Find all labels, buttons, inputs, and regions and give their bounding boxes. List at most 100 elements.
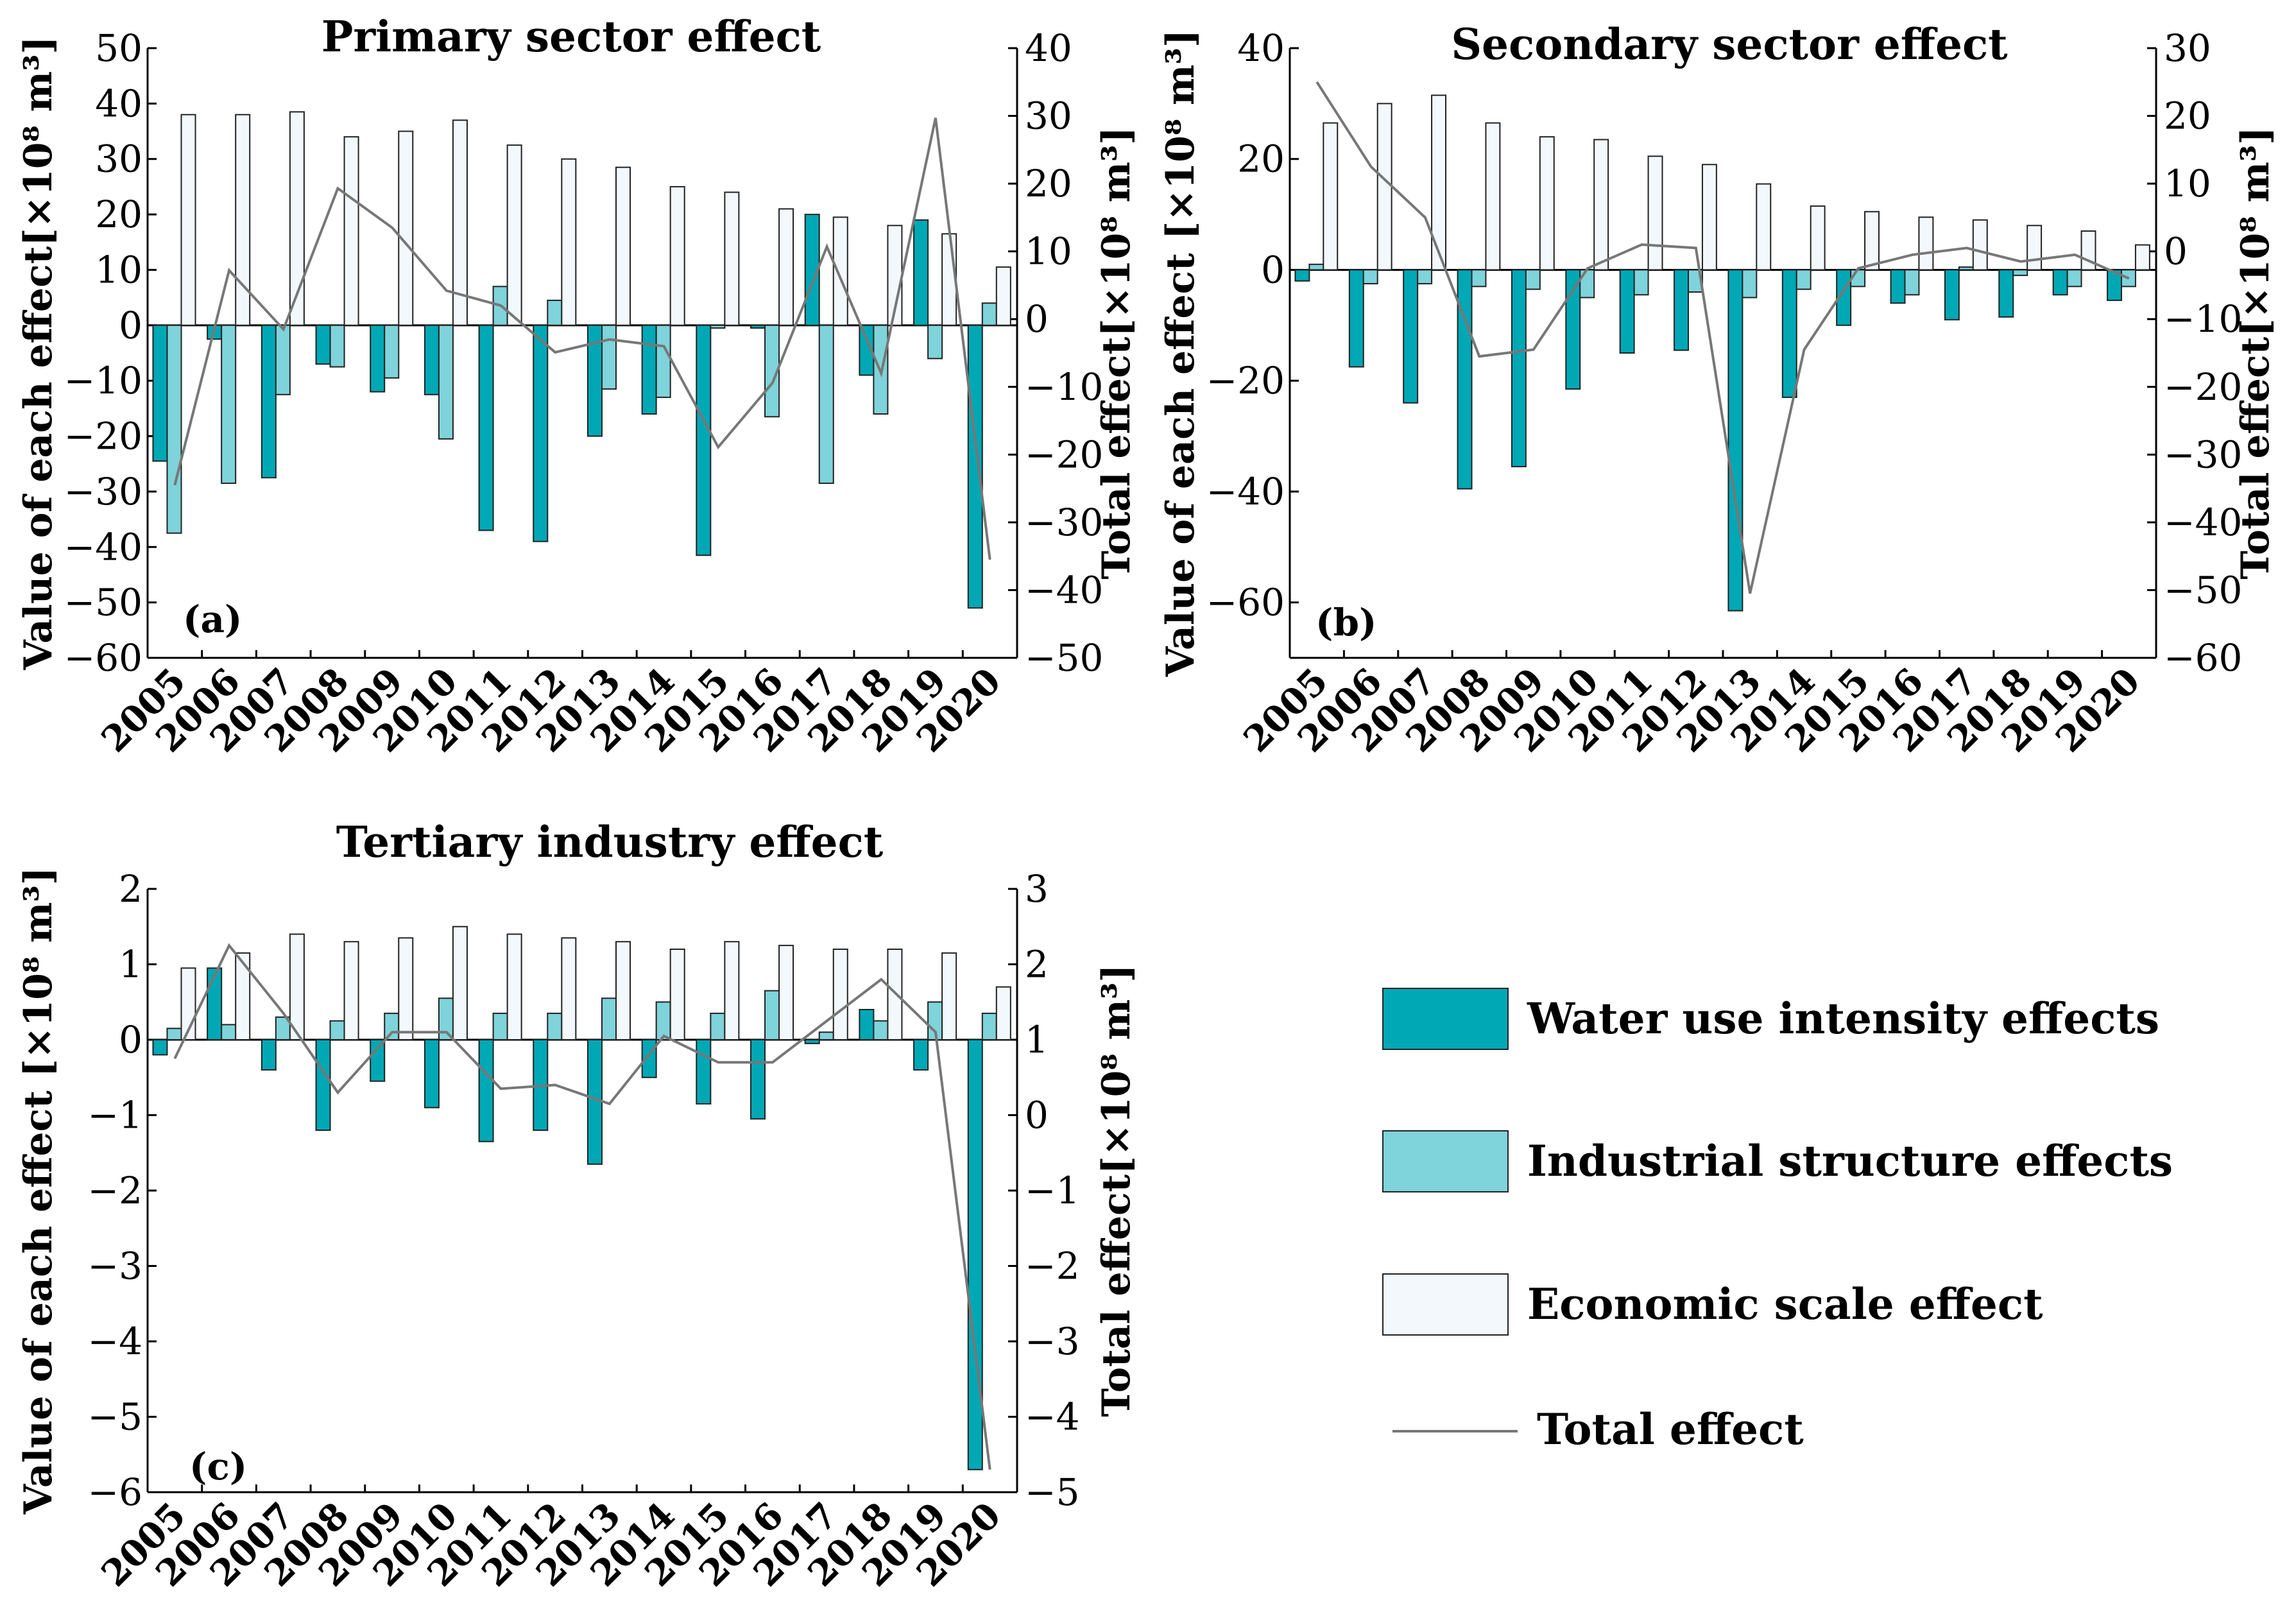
scale-bar [1756, 183, 1772, 271]
y2-axis-title: Total effect[×10⁸ m³] [1094, 126, 1139, 579]
water-bar [1998, 269, 2014, 318]
right-tick-label: 30 [2164, 26, 2211, 70]
scale-bar [1647, 155, 1663, 271]
scale-bar [669, 185, 685, 326]
left-tick-label: −60 [1206, 581, 1285, 624]
right-tick-label: −10 [2164, 297, 2242, 341]
right-tick-label: 40 [1025, 26, 1072, 70]
left-tick-label: 1 [119, 943, 142, 986]
right-tick-label: −40 [1025, 568, 1103, 612]
left-tick-label: 40 [1237, 26, 1285, 70]
right-tick-label: 1 [1025, 1018, 1049, 1062]
structure-bar [2066, 269, 2082, 288]
water-bar [1511, 269, 1527, 468]
left-tick-label: −1 [88, 1094, 143, 1137]
water-bar [533, 324, 549, 542]
water-bar [1565, 269, 1581, 390]
scale-bar [452, 925, 468, 1040]
scale-bar [724, 191, 740, 326]
scale-bar [1376, 103, 1392, 271]
structure-bar [601, 324, 617, 390]
water-bar [696, 324, 712, 556]
structure-bar [818, 324, 834, 484]
scale-bar [180, 114, 196, 326]
scale-bar [452, 119, 468, 326]
scale-bar [832, 216, 848, 326]
structure-bar [1904, 269, 1920, 296]
right-tick-label: 20 [2164, 94, 2211, 138]
left-tick-label: −4 [88, 1320, 143, 1363]
scale-bar [2134, 244, 2150, 271]
left-tick-label: 50 [95, 26, 142, 70]
left-tick-label: −20 [64, 415, 142, 458]
water-bar [913, 219, 929, 326]
scale-bar [1485, 122, 1501, 271]
right-tick-label: −1 [1025, 1169, 1080, 1212]
water-bar [424, 1039, 440, 1108]
water-bar [804, 1039, 820, 1044]
right-tick-label: −2 [1025, 1244, 1080, 1288]
structure-bar [818, 1031, 834, 1040]
water-bar [261, 1039, 277, 1071]
scale-bar [669, 949, 685, 1040]
panel-b: Secondary sector effect (b) −60 −40 −20 0 20 40… [1158, 19, 2278, 761]
right-tick-label: 0 [2164, 230, 2188, 273]
legend-swatch-scale [1382, 1273, 1509, 1336]
legend-label-structure: Industrial structure effects [1527, 1136, 2173, 1186]
right-tick-label: −60 [2164, 636, 2242, 680]
scale-bar [615, 166, 631, 326]
water-bar [967, 324, 983, 609]
structure-bar [981, 1012, 997, 1040]
right-tick-label: 0 [1025, 297, 1049, 341]
panel-label: (b) [1315, 601, 1376, 644]
left-tick-label: −20 [1206, 359, 1285, 402]
water-bar [315, 1039, 331, 1131]
left-tick-label: −60 [64, 636, 142, 680]
left-tick-label: −10 [64, 359, 142, 402]
scale-bar [995, 266, 1011, 326]
structure-bar [275, 324, 291, 395]
water-bar [1619, 269, 1635, 354]
structure-bar [329, 324, 345, 368]
scale-bar [1431, 94, 1446, 271]
water-bar [696, 1039, 712, 1105]
scale-bar [235, 114, 251, 326]
scale-bar [941, 233, 957, 326]
scale-bar [724, 941, 740, 1040]
right-tick-label: 10 [1025, 230, 1072, 273]
water-bar [750, 324, 766, 329]
right-tick-label: 30 [1025, 94, 1072, 138]
water-bar [261, 324, 277, 479]
right-tick-label: −20 [1025, 433, 1103, 476]
left-tick-label: −5 [88, 1395, 143, 1439]
structure-bar [1633, 269, 1649, 296]
water-bar [152, 324, 168, 462]
structure-bar [1958, 266, 1974, 271]
right-tick-label: −30 [1025, 501, 1103, 544]
structure-bar [1742, 269, 1758, 298]
structure-bar [655, 324, 671, 399]
water-bar [750, 1039, 766, 1120]
y2-axis-title: Total effect[×10⁸ m³] [2233, 126, 2278, 579]
total-effect-line [1315, 81, 2130, 594]
scale-bar [778, 208, 794, 326]
water-bar [1781, 269, 1797, 399]
water-bar [2052, 269, 2068, 296]
left-tick-label: 0 [119, 1018, 142, 1062]
structure-bar [927, 324, 943, 359]
scale-bar [561, 937, 577, 1040]
scale-bar [1701, 164, 1717, 271]
scale-bar [561, 158, 577, 326]
panel-label: (a) [183, 598, 242, 641]
right-tick-label: −40 [2164, 501, 2242, 544]
water-bar [967, 1039, 983, 1470]
structure-bar [547, 299, 563, 326]
right-tick-label: −20 [2164, 365, 2242, 409]
right-tick-label: 20 [1025, 162, 1072, 205]
scale-bar [1864, 211, 1880, 271]
scale-bar [941, 952, 957, 1040]
water-bar [587, 1039, 603, 1165]
chart-title: Primary sector effect [321, 12, 821, 62]
water-bar [152, 1039, 168, 1056]
structure-bar [764, 324, 780, 418]
